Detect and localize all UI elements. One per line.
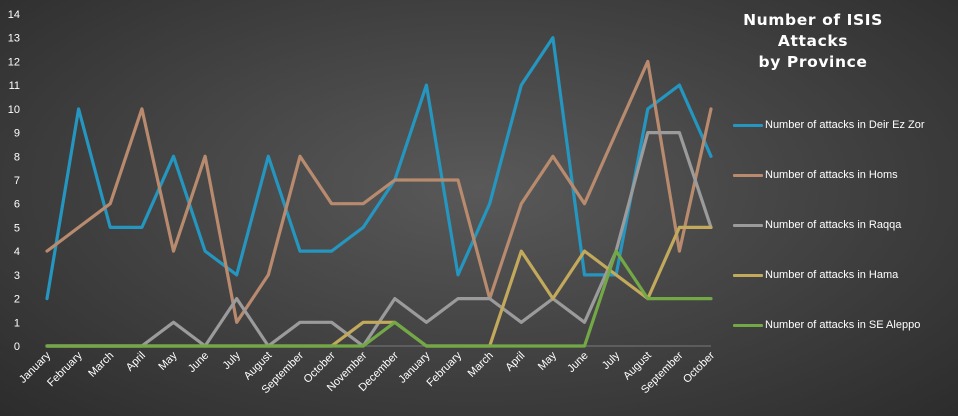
legend-swatch-se-aleppo [733, 323, 763, 327]
legend-item-hama: Number of attacks in Hama [733, 250, 955, 300]
series-line-4 [45, 249, 713, 348]
legend-item-deir-ez-zor: Number of attacks in Deir Ez Zor [733, 100, 955, 150]
x-tick-label: July [600, 349, 623, 372]
chart-title-line-2: by Province [758, 53, 868, 71]
y-tick-label: 13 [8, 33, 20, 45]
chart-title-line-1: Number of ISIS Attacks [743, 11, 883, 50]
legend-swatch-hama [733, 273, 763, 277]
x-tick-label: March [466, 350, 496, 380]
x-tick-label: May [536, 349, 560, 373]
y-tick-label: 10 [8, 104, 20, 116]
legend-label-deir-ez-zor: Number of attacks in Deir Ez Zor [765, 119, 925, 131]
legend-item-raqqa: Number of attacks in Raqqa [733, 200, 955, 250]
y-tick-label: 1 [14, 317, 20, 329]
y-tick-label: 9 [14, 128, 20, 140]
y-tick-label: 11 [9, 80, 20, 92]
legend-label-raqqa: Number of attacks in Raqqa [765, 219, 902, 231]
y-tick-label: 12 [8, 56, 20, 68]
legend-label-hama: Number of attacks in Hama [765, 269, 899, 281]
legend-swatch-homs [733, 173, 763, 177]
chart-title: Number of ISIS Attacks by Province [705, 10, 921, 73]
y-tick-label: 5 [14, 222, 20, 234]
x-tick-label: June [186, 350, 211, 375]
x-tick-label: July [221, 349, 244, 372]
x-tick-label: June [565, 350, 590, 375]
x-tick-label: May [156, 349, 180, 373]
y-tick-label: 4 [14, 246, 20, 258]
series-line-2 [45, 131, 713, 348]
x-tick-label: April [124, 350, 148, 374]
legend-item-homs: Number of attacks in Homs [733, 150, 955, 200]
legend-swatch-raqqa [733, 223, 763, 227]
y-tick-label: 7 [14, 175, 20, 187]
x-tick-label: February [45, 349, 85, 389]
x-tick-label: April [503, 350, 527, 374]
legend-swatch-deir-ez-zor [733, 123, 763, 127]
series-line-0 [45, 36, 713, 301]
y-tick-label: 3 [14, 270, 20, 282]
y-tick-label: 6 [14, 199, 20, 211]
y-tick-label: 2 [14, 294, 20, 306]
series-line-3 [45, 225, 713, 348]
legend-label-se-aleppo: Number of attacks in SE Aleppo [765, 319, 921, 331]
x-tick-label: February [425, 349, 465, 389]
y-tick-label: 14 [8, 9, 20, 21]
y-tick-label: 0 [14, 341, 20, 353]
legend-item-se-aleppo: Number of attacks in SE Aleppo [733, 300, 955, 350]
y-tick-label: 8 [14, 151, 20, 163]
chart-legend: Number of attacks in Deir Ez Zor Number … [733, 100, 955, 340]
series-line-1 [45, 59, 713, 324]
x-tick-label: March [86, 350, 116, 380]
x-tick-label: October [681, 349, 717, 385]
legend-label-homs: Number of attacks in Homs [765, 169, 898, 181]
